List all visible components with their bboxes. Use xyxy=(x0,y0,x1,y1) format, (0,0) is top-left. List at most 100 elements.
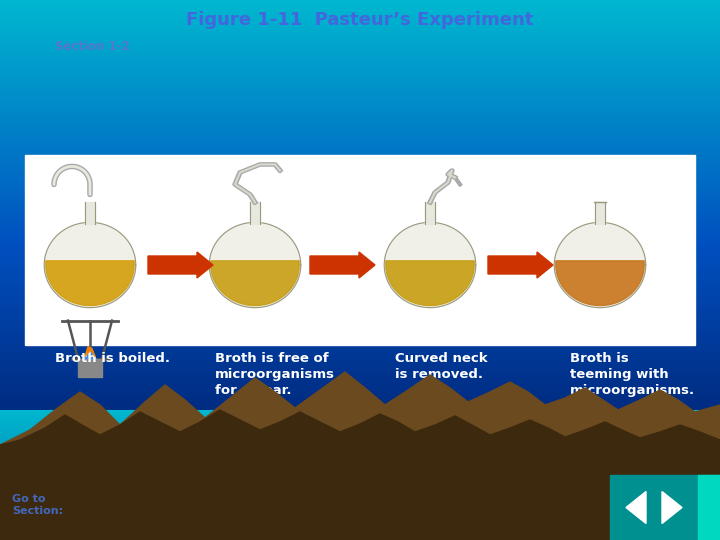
Bar xyxy=(0,309,720,310)
Bar xyxy=(0,325,720,326)
Bar xyxy=(0,36,720,37)
Bar xyxy=(0,82,720,83)
Bar xyxy=(0,519,720,520)
Bar xyxy=(0,410,720,411)
Bar xyxy=(0,198,720,199)
Bar xyxy=(0,527,720,528)
Bar xyxy=(0,283,720,284)
Bar xyxy=(0,422,720,423)
Bar xyxy=(0,313,720,314)
Bar xyxy=(0,382,720,383)
Bar xyxy=(0,528,720,529)
Bar xyxy=(0,487,720,488)
Bar xyxy=(0,33,720,34)
Polygon shape xyxy=(0,372,720,540)
Bar xyxy=(0,467,720,468)
Bar xyxy=(0,318,720,319)
Bar xyxy=(0,513,720,514)
Polygon shape xyxy=(554,222,646,308)
Bar xyxy=(0,154,720,155)
Bar xyxy=(0,337,720,338)
Bar xyxy=(0,423,720,424)
Bar xyxy=(0,93,720,94)
Bar xyxy=(0,436,720,437)
Bar xyxy=(0,54,720,55)
Bar xyxy=(0,360,720,361)
Bar xyxy=(0,305,720,306)
Bar xyxy=(0,16,720,17)
Bar xyxy=(0,532,720,533)
Bar xyxy=(0,201,720,202)
Bar xyxy=(0,522,720,523)
Bar xyxy=(0,271,720,272)
Bar xyxy=(0,453,720,454)
Bar xyxy=(0,527,720,528)
Bar xyxy=(0,479,720,480)
Bar xyxy=(0,281,720,282)
Bar xyxy=(0,372,720,373)
Polygon shape xyxy=(85,202,95,225)
Bar xyxy=(0,335,720,336)
Bar xyxy=(0,427,720,428)
Bar xyxy=(0,51,720,52)
Bar xyxy=(0,442,720,443)
Bar xyxy=(0,536,720,537)
Bar xyxy=(0,303,720,304)
Bar xyxy=(0,301,720,302)
Bar xyxy=(0,228,720,229)
Bar xyxy=(0,520,720,521)
Bar xyxy=(0,296,720,297)
Bar xyxy=(0,167,720,168)
Bar xyxy=(0,416,720,417)
Bar xyxy=(0,267,720,268)
Bar xyxy=(0,103,720,104)
Bar xyxy=(0,517,720,518)
Bar xyxy=(0,339,720,340)
Bar xyxy=(0,519,720,520)
Polygon shape xyxy=(595,202,605,225)
Bar xyxy=(0,401,720,402)
Bar xyxy=(0,533,720,534)
Bar xyxy=(0,247,720,248)
Bar xyxy=(0,280,720,281)
Bar xyxy=(0,291,720,292)
Bar xyxy=(0,393,720,394)
Bar xyxy=(0,22,720,23)
Bar xyxy=(0,43,720,44)
Bar xyxy=(0,407,720,408)
Bar xyxy=(0,31,720,32)
Bar xyxy=(0,448,720,449)
Bar xyxy=(0,321,720,322)
Bar xyxy=(0,463,720,464)
Bar xyxy=(0,327,720,328)
Bar xyxy=(0,490,720,491)
Bar xyxy=(0,531,720,532)
Bar xyxy=(0,75,720,76)
Bar xyxy=(0,286,720,287)
Polygon shape xyxy=(386,261,474,306)
Bar xyxy=(0,252,720,253)
Bar xyxy=(0,523,720,524)
Bar xyxy=(0,442,720,443)
Bar xyxy=(0,416,720,417)
Bar xyxy=(0,165,720,166)
Bar xyxy=(0,412,720,413)
Bar xyxy=(0,94,720,95)
Bar xyxy=(0,220,720,221)
Bar xyxy=(0,292,720,293)
Bar xyxy=(0,459,720,460)
Bar xyxy=(0,304,720,305)
Bar xyxy=(0,469,720,470)
Bar xyxy=(0,186,720,187)
Bar xyxy=(0,465,720,466)
Bar xyxy=(0,45,720,46)
Bar xyxy=(0,512,720,513)
Bar xyxy=(0,251,720,252)
Bar xyxy=(0,531,720,532)
Polygon shape xyxy=(211,261,300,306)
Bar xyxy=(0,537,720,538)
Bar xyxy=(0,467,720,468)
Bar xyxy=(0,179,720,180)
Bar xyxy=(0,374,720,375)
Bar xyxy=(0,496,720,497)
